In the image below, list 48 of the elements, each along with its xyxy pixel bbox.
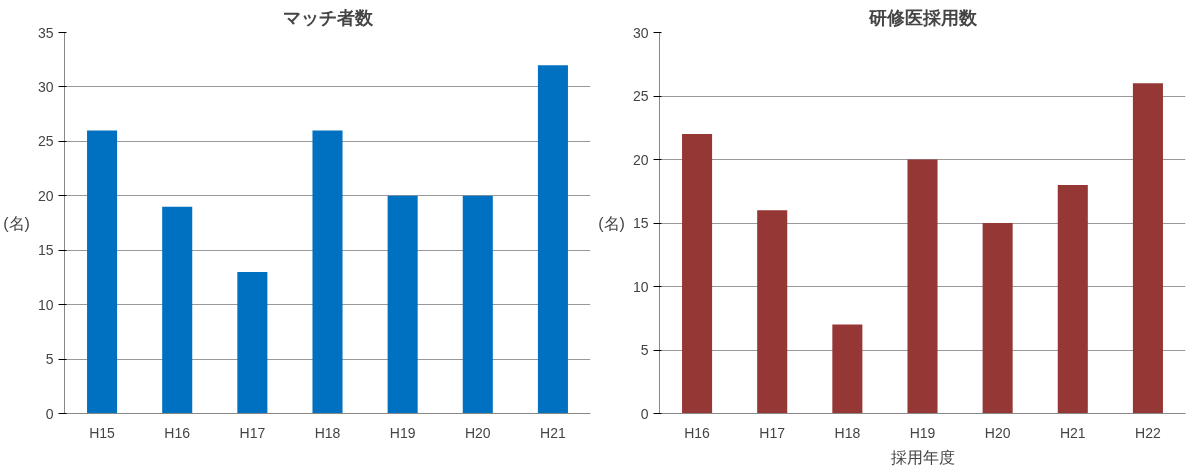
x-tick-label: H18	[314, 424, 341, 441]
bar	[682, 134, 713, 414]
y-axis-title: (名)	[3, 214, 30, 232]
y-axis-title: (名)	[598, 214, 625, 232]
bar	[832, 324, 863, 414]
x-tick-label: H16	[164, 424, 191, 441]
bar	[312, 130, 343, 414]
y-tick-label: 0	[45, 405, 54, 422]
bar	[1132, 83, 1163, 414]
y-tick-label: 20	[632, 151, 649, 168]
bar	[757, 210, 788, 414]
x-tick-label: H19	[909, 424, 936, 441]
x-tick-label: H19	[389, 424, 416, 441]
y-tick-label: 20	[37, 187, 54, 204]
y-tick-label: 30	[37, 78, 54, 95]
bar	[387, 195, 418, 414]
chart-title: 研修医採用数	[867, 7, 978, 28]
x-tick-label: H21	[1059, 424, 1086, 441]
x-tick-label: H15	[89, 424, 116, 441]
y-tick-label: 35	[37, 24, 54, 41]
bar	[462, 195, 493, 414]
x-tick-label: H20	[984, 424, 1011, 441]
x-tick-label: H17	[759, 424, 786, 441]
bar	[87, 130, 118, 414]
y-tick-label: 15	[632, 215, 649, 231]
bar	[237, 271, 268, 414]
y-tick-label: 15	[37, 242, 54, 259]
bar	[1057, 184, 1088, 414]
y-tick-label: 25	[632, 88, 649, 104]
y-tick-label: 10	[632, 278, 649, 295]
x-tick-label: H20	[464, 424, 491, 441]
x-tick-label: H18	[834, 424, 861, 441]
y-tick-label: 30	[632, 24, 649, 41]
y-tick-label: 25	[37, 133, 54, 150]
y-tick-label: 10	[37, 296, 54, 313]
x-tick-label: H17	[239, 424, 266, 441]
x-tick-label: H16	[684, 424, 711, 441]
x-tick-label: H21	[540, 424, 566, 441]
bar	[162, 206, 193, 414]
bar	[537, 65, 568, 414]
x-axis-title: 採用年度	[890, 448, 955, 466]
y-tick-label: 5	[640, 342, 649, 358]
y-tick-label: 5	[45, 351, 54, 368]
chart-title: マッチ者数	[282, 7, 374, 28]
y-tick-label: 0	[640, 405, 649, 422]
bar	[907, 159, 938, 414]
x-tick-label: H22	[1135, 424, 1161, 441]
bar	[982, 223, 1013, 414]
